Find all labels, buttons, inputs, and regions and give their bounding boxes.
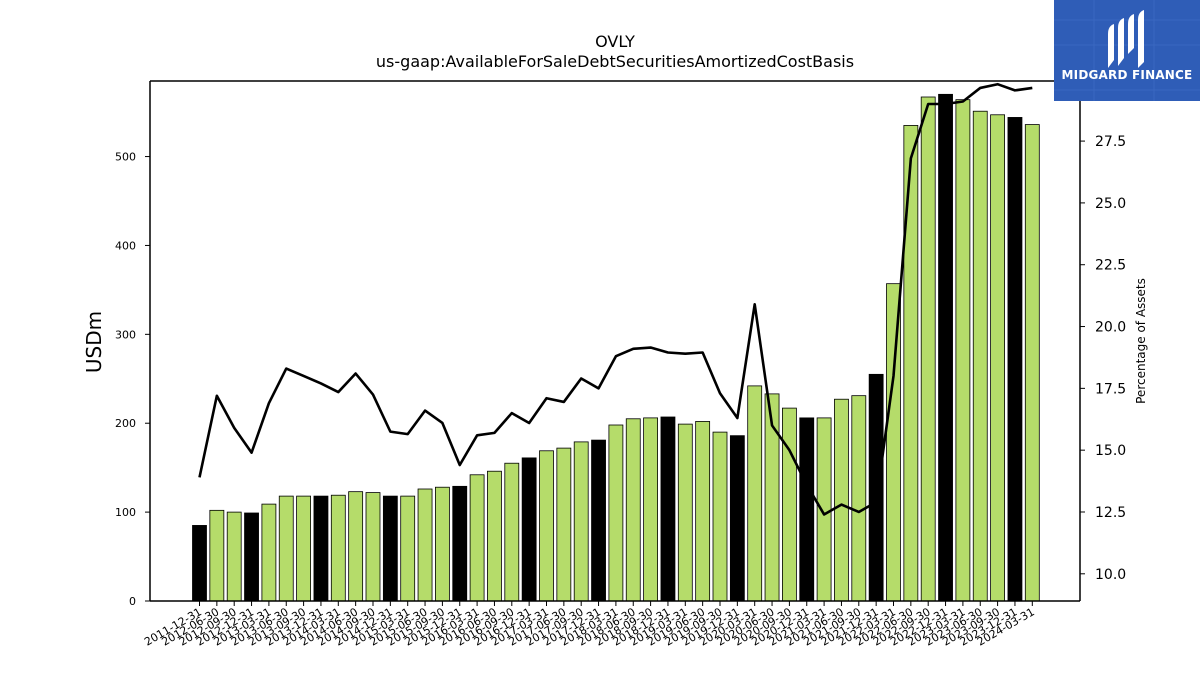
bar-2020-03-31 [747,385,763,602]
logo-background-lines [1054,0,1200,101]
bar-2012-12-31 [244,512,259,602]
bar-2015-06-30 [417,488,433,602]
y-tick-label: 200 [115,417,136,430]
midgard-finance-logo: MIDGARD FINANCE [1054,0,1200,101]
bar-2013-06-30 [278,495,294,602]
bar-2018-03-31 [608,424,624,602]
bar-2017-03-31 [539,450,554,602]
chart-subtitle: us-gaap:AvailableForSaleDebtSecuritiesAm… [375,52,855,71]
y-axis-left-ticks: 0 100 200 300 400 500 [115,151,150,608]
bar-2014-12-31 [382,495,398,602]
bar-2013-03-31 [261,503,277,602]
bar-2021-12-31 [868,373,884,602]
y2-tick-label: 17.5 [1095,381,1126,397]
bar-2015-12-31 [452,485,468,602]
bar-2021-03-31 [816,417,832,602]
bar-2013-12-31 [313,495,329,602]
bar-2023-12-31 [1007,117,1023,602]
y-axis-right-label: Percentage of Assets [1134,278,1148,404]
y2-tick-label: 15.0 [1095,443,1126,459]
bar-2014-03-31 [330,494,346,602]
bar-2022-03-31 [886,283,901,602]
bar-2018-09-30 [643,417,658,602]
bar-2014-09-30 [365,492,381,602]
axes [149,80,1081,602]
bar-2021-09-30 [851,395,867,602]
bar-2016-03-31 [469,474,485,602]
x-axis-ticks: 2011-12-312012-06-302012-09-302012-12-31… [142,601,1037,649]
bar-2018-12-31 [660,416,676,602]
y-tick-label: 100 [115,506,136,519]
bar-2022-12-31 [938,93,953,602]
bar-2018-06-30 [625,418,641,602]
bar-2019-03-31 [677,423,693,602]
y-tick-label: 400 [115,239,136,252]
bar-2012-09-30 [226,511,242,602]
bar-2022-06-30 [903,125,919,602]
midgard-logo-icon [1108,10,1144,68]
bar-2013-09-30 [296,495,312,602]
bar-2022-09-30 [920,96,936,602]
bar-2023-03-31 [955,99,971,602]
y2-tick-label: 27.5 [1095,134,1126,150]
bar-2023-06-30 [972,110,988,602]
bar-2015-03-31 [400,495,416,602]
bar-2019-06-30 [695,421,711,602]
bar-2016-06-30 [487,470,502,602]
bar-2017-12-31 [591,439,606,602]
bar-2020-09-30 [782,407,797,602]
bar-2016-12-31 [521,457,537,602]
bar-2016-09-30 [504,462,520,602]
bar-2014-06-30 [348,491,364,602]
chart-title: OVLY [595,32,635,51]
bar-2019-12-31 [729,435,745,602]
y-tick-label: 500 [115,151,136,164]
y2-tick-label: 10.0 [1095,567,1126,583]
bar-2021-06-30 [834,398,849,602]
bar-2011-12-31 [192,525,207,602]
logo-text: MIDGARD FINANCE [1061,68,1193,82]
y2-tick-label: 25.0 [1095,196,1126,212]
y-tick-label: 0 [129,595,136,608]
y-tick-label: 300 [115,328,136,341]
bar-2023-09-30 [990,114,1005,602]
line-series-percentage-of-assets [198,82,1033,516]
y-axis-left-label: USDm [82,311,106,373]
line-percentage-of-assets [198,82,1033,516]
bar-2020-12-31 [799,417,815,602]
bar-2024-03-31 [1024,124,1040,602]
y-axis-right-ticks: 10.012.515.017.520.022.525.027.530.0 [1080,72,1126,583]
bar-2015-09-30 [434,486,450,602]
bar-2017-09-30 [573,441,589,602]
bar-2017-06-30 [556,447,572,602]
bar-2019-09-30 [712,431,728,602]
bar-series-usdm [192,93,1040,602]
y2-tick-label: 22.5 [1095,258,1126,274]
y2-tick-label: 20.0 [1095,320,1126,336]
bar-2012-06-30 [209,509,225,602]
y2-tick-label: 12.5 [1095,505,1126,521]
